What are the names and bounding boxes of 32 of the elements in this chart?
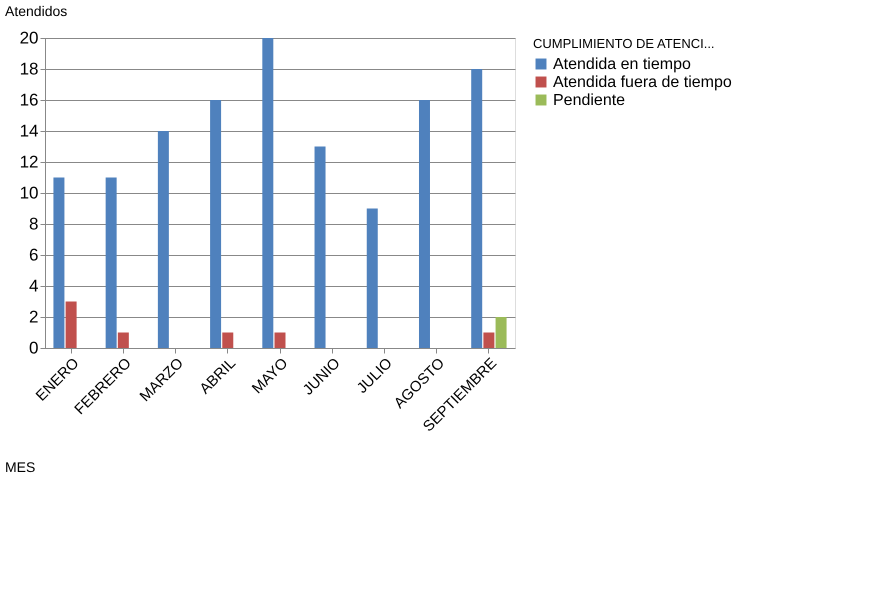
bar (222, 332, 234, 348)
bar (471, 69, 482, 348)
bar (483, 332, 494, 348)
y-tick-label: 12 (20, 152, 38, 172)
y-tick-label: 4 (29, 276, 38, 296)
y-tick-label: 18 (20, 60, 38, 78)
bar (418, 100, 430, 348)
bar (366, 208, 378, 348)
y-tick-label: 6 (29, 246, 38, 264)
bar (66, 302, 77, 348)
bar (262, 38, 274, 348)
chart-title: Atendidos (5, 3, 68, 19)
bar (210, 100, 222, 348)
bar (274, 332, 286, 348)
y-tick-label: 2 (29, 308, 38, 326)
bar (106, 178, 117, 348)
y-tick-label: 10 (20, 184, 38, 202)
y-tick-label: 0 (29, 338, 38, 358)
legend-label: Pendiente (553, 92, 626, 109)
y-tick-label: 20 (20, 28, 38, 48)
legend-title: CUMPLIMIENTO DE ATENCI... (533, 36, 715, 51)
y-tick-label: 16 (20, 90, 38, 110)
bar (158, 131, 169, 348)
y-tick-label: 8 (29, 214, 38, 234)
y-tick-label: 14 (20, 122, 38, 140)
bar (314, 146, 326, 348)
bar (496, 317, 507, 348)
bar (53, 178, 64, 348)
legend-label: Atendida en tiempo (553, 56, 691, 73)
legend-label: Atendida fuera de tiempo (553, 74, 732, 91)
text: MES (5, 459, 36, 475)
bar (118, 332, 129, 348)
